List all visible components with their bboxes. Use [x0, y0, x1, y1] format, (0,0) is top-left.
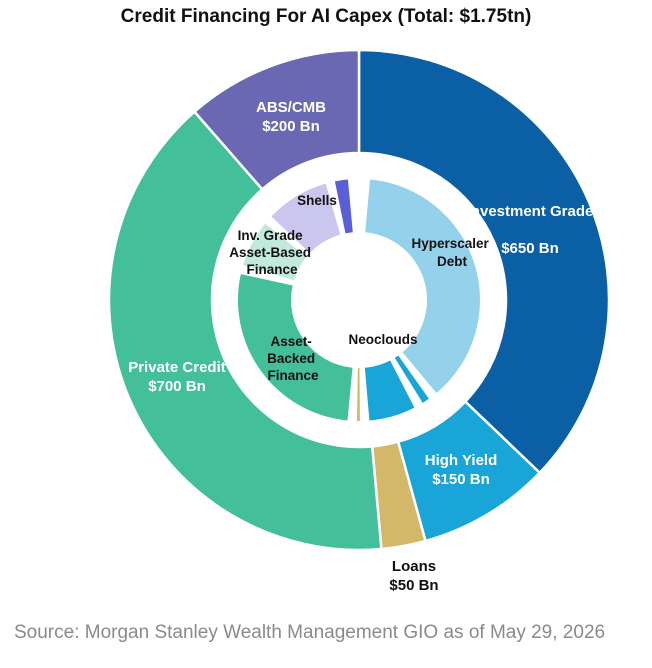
- outer-slice-private-credit: [107, 109, 383, 552]
- slice-label-high-yield: High Yield: [425, 452, 498, 469]
- slice-label-private-credit: Private Credit: [128, 359, 226, 376]
- inner-label-inv-grade-abf: Inv. Grade Asset-Based Finance: [229, 228, 315, 277]
- inner-segment-segment-3: [356, 367, 360, 421]
- inner-label-asset-backed-finance: Asset- Backed Finance: [267, 334, 319, 383]
- outer-slice-investment-grade: [357, 48, 611, 475]
- inner-segment-shells: [271, 183, 341, 254]
- inner-segment-hyperscaler-debt: [365, 179, 480, 393]
- inner-label-neoclouds: Neoclouds: [348, 332, 417, 347]
- inner-segment-segment-1: [394, 355, 429, 403]
- slice-label-abs-cmb: ABS/CMB: [256, 99, 326, 116]
- slice-value-loans: $50 Bn: [389, 577, 438, 594]
- chart-labels: Investment Grade $650 Bn High Yield $150…: [128, 99, 593, 594]
- inner-ring: [237, 179, 480, 421]
- slice-label-loans: Loans: [392, 558, 436, 575]
- slice-value-high-yield: $150 Bn: [432, 471, 490, 488]
- inner-segment-asset-backed-finance: [237, 274, 353, 421]
- source-note: Source: Morgan Stanley Wealth Management…: [14, 622, 606, 643]
- chart-title: Credit Financing For AI Capex (Total: $1…: [120, 6, 532, 27]
- inner-segment-neoclouds: [364, 360, 415, 421]
- inner-segment-inv-grade-asset-based-finance: [243, 223, 307, 281]
- outer-slice-abs-cmb: [192, 48, 361, 192]
- outer-ring: [107, 48, 611, 552]
- slice-value-private-credit: $700 Bn: [148, 378, 206, 395]
- slice-value-investment-grade: $650 Bn: [501, 240, 559, 257]
- inner-label-hyperscaler-debt: Hyperscaler Debt: [411, 236, 492, 269]
- slice-value-abs-cmb: $200 Bn: [262, 118, 320, 135]
- slice-label-investment-grade: Investment Grade: [467, 203, 594, 220]
- inner-label-shells: Shells: [297, 193, 337, 208]
- inner-segment-segment-7: [334, 179, 353, 234]
